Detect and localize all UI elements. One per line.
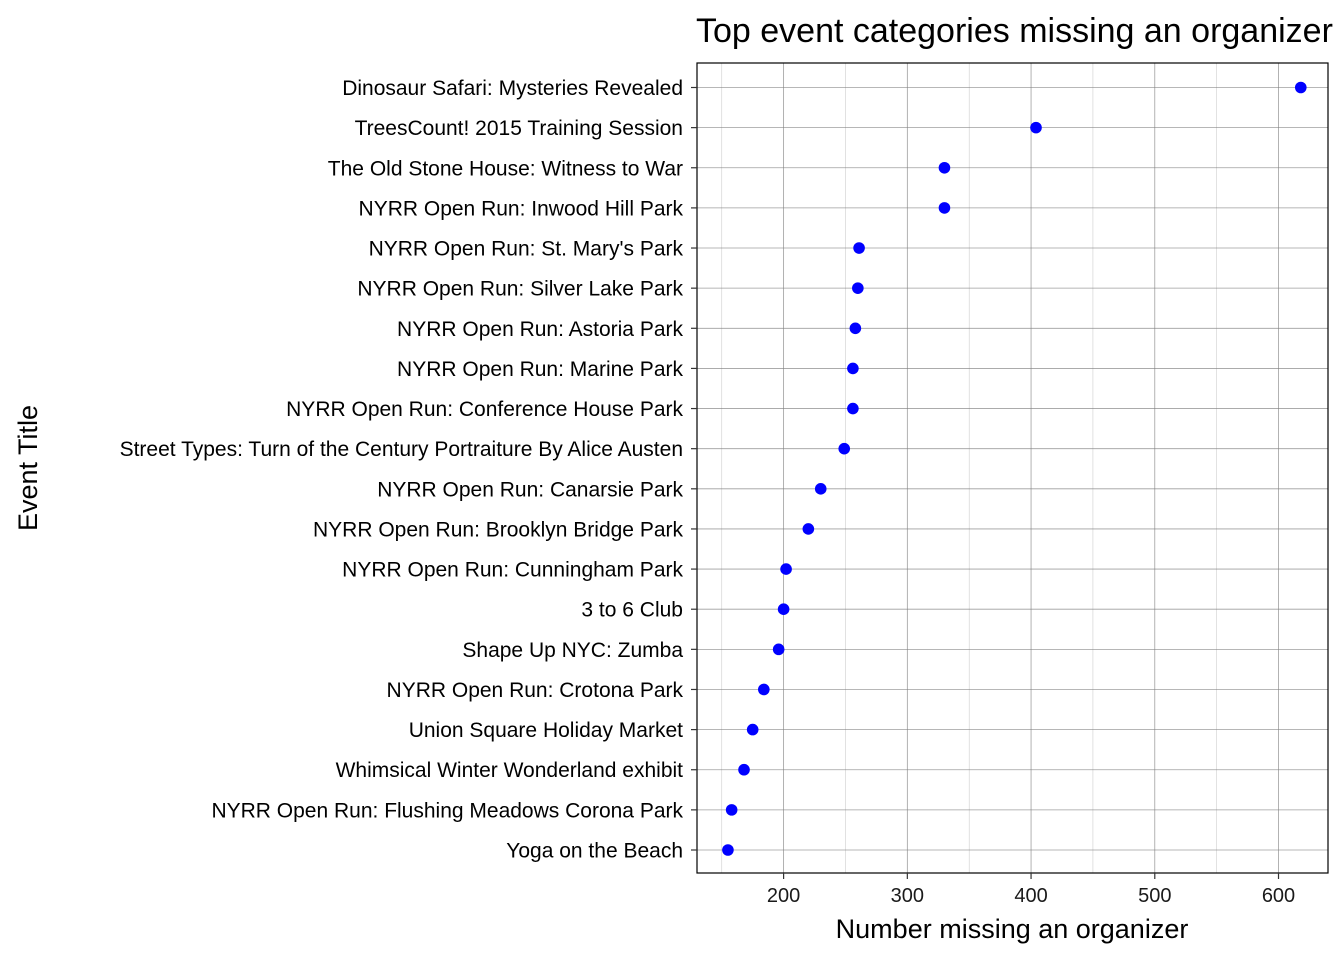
data-point (722, 844, 734, 856)
y-tick-label: Dinosaur Safari: Mysteries Revealed (342, 77, 683, 100)
y-tick-label: NYRR Open Run: Canarsie Park (377, 478, 683, 501)
chart-title: Top event categories missing an organize… (696, 12, 1333, 50)
x-tick-label: 400 (1014, 885, 1047, 907)
y-tick-label: Street Types: Turn of the Century Portra… (120, 438, 683, 461)
data-point (802, 523, 815, 535)
data-point (938, 161, 951, 174)
y-tick-label: TreesCount! 2015 Training Session (355, 117, 683, 140)
data-point (777, 603, 790, 616)
data-point (847, 402, 859, 415)
x-tick-label: 200 (767, 885, 800, 907)
data-point (838, 442, 851, 455)
y-tick-label: Whimsical Winter Wonderland exhibit (336, 759, 684, 782)
data-point (780, 563, 792, 575)
data-point (938, 202, 951, 214)
y-tick-label: Union Square Holiday Market (409, 719, 683, 742)
y-tick-label: NYRR Open Run: Brooklyn Bridge Park (313, 518, 683, 541)
y-tick-label: The Old Stone House: Witness to War (328, 157, 683, 180)
data-point (847, 362, 859, 375)
y-axis-title: Event Title (13, 405, 43, 531)
data-points (722, 81, 1307, 856)
grid (697, 63, 1328, 873)
data-point (758, 683, 770, 696)
data-point (772, 643, 785, 656)
data-point (852, 282, 864, 294)
x-tick-label: 500 (1138, 885, 1171, 907)
y-tick-label: Yoga on the Beach (506, 840, 683, 863)
data-point (1294, 81, 1307, 94)
y-tick-label: NYRR Open Run: Inwood Hill Park (359, 197, 684, 220)
data-point (746, 723, 759, 736)
x-axis: 200 300 400 500 600 (767, 873, 1295, 907)
y-tick-label: Shape Up NYC: Zumba (462, 639, 683, 662)
plot-border (696, 62, 1329, 874)
y-axis: Dinosaur Safari: Mysteries Revealed Trees… (120, 77, 697, 863)
y-tick-label: NYRR Open Run: St. Mary's Park (369, 238, 684, 261)
y-tick-label: 3 to 6 Club (581, 599, 683, 622)
y-tick-label: NYRR Open Run: Marine Park (397, 358, 683, 381)
x-tick-label: 600 (1262, 885, 1295, 907)
data-point (1030, 121, 1042, 134)
x-tick-label: 300 (891, 885, 924, 907)
y-tick-label: NYRR Open Run: Astoria Park (397, 318, 683, 341)
x-axis-title: Number missing an organizer (836, 914, 1189, 944)
y-tick-label: NYRR Open Run: Crotona Park (387, 679, 684, 702)
y-tick-label: NYRR Open Run: Cunningham Park (342, 559, 683, 582)
data-point (814, 483, 827, 495)
data-point (849, 322, 862, 335)
data-point (738, 763, 750, 776)
data-point (725, 804, 738, 816)
y-tick-label: NYRR Open Run: Flushing Meadows Corona P… (211, 799, 683, 822)
y-tick-label: NYRR Open Run: Conference House Park (286, 398, 683, 421)
y-tick-label: NYRR Open Run: Silver Lake Park (357, 278, 683, 301)
data-point (853, 242, 865, 254)
